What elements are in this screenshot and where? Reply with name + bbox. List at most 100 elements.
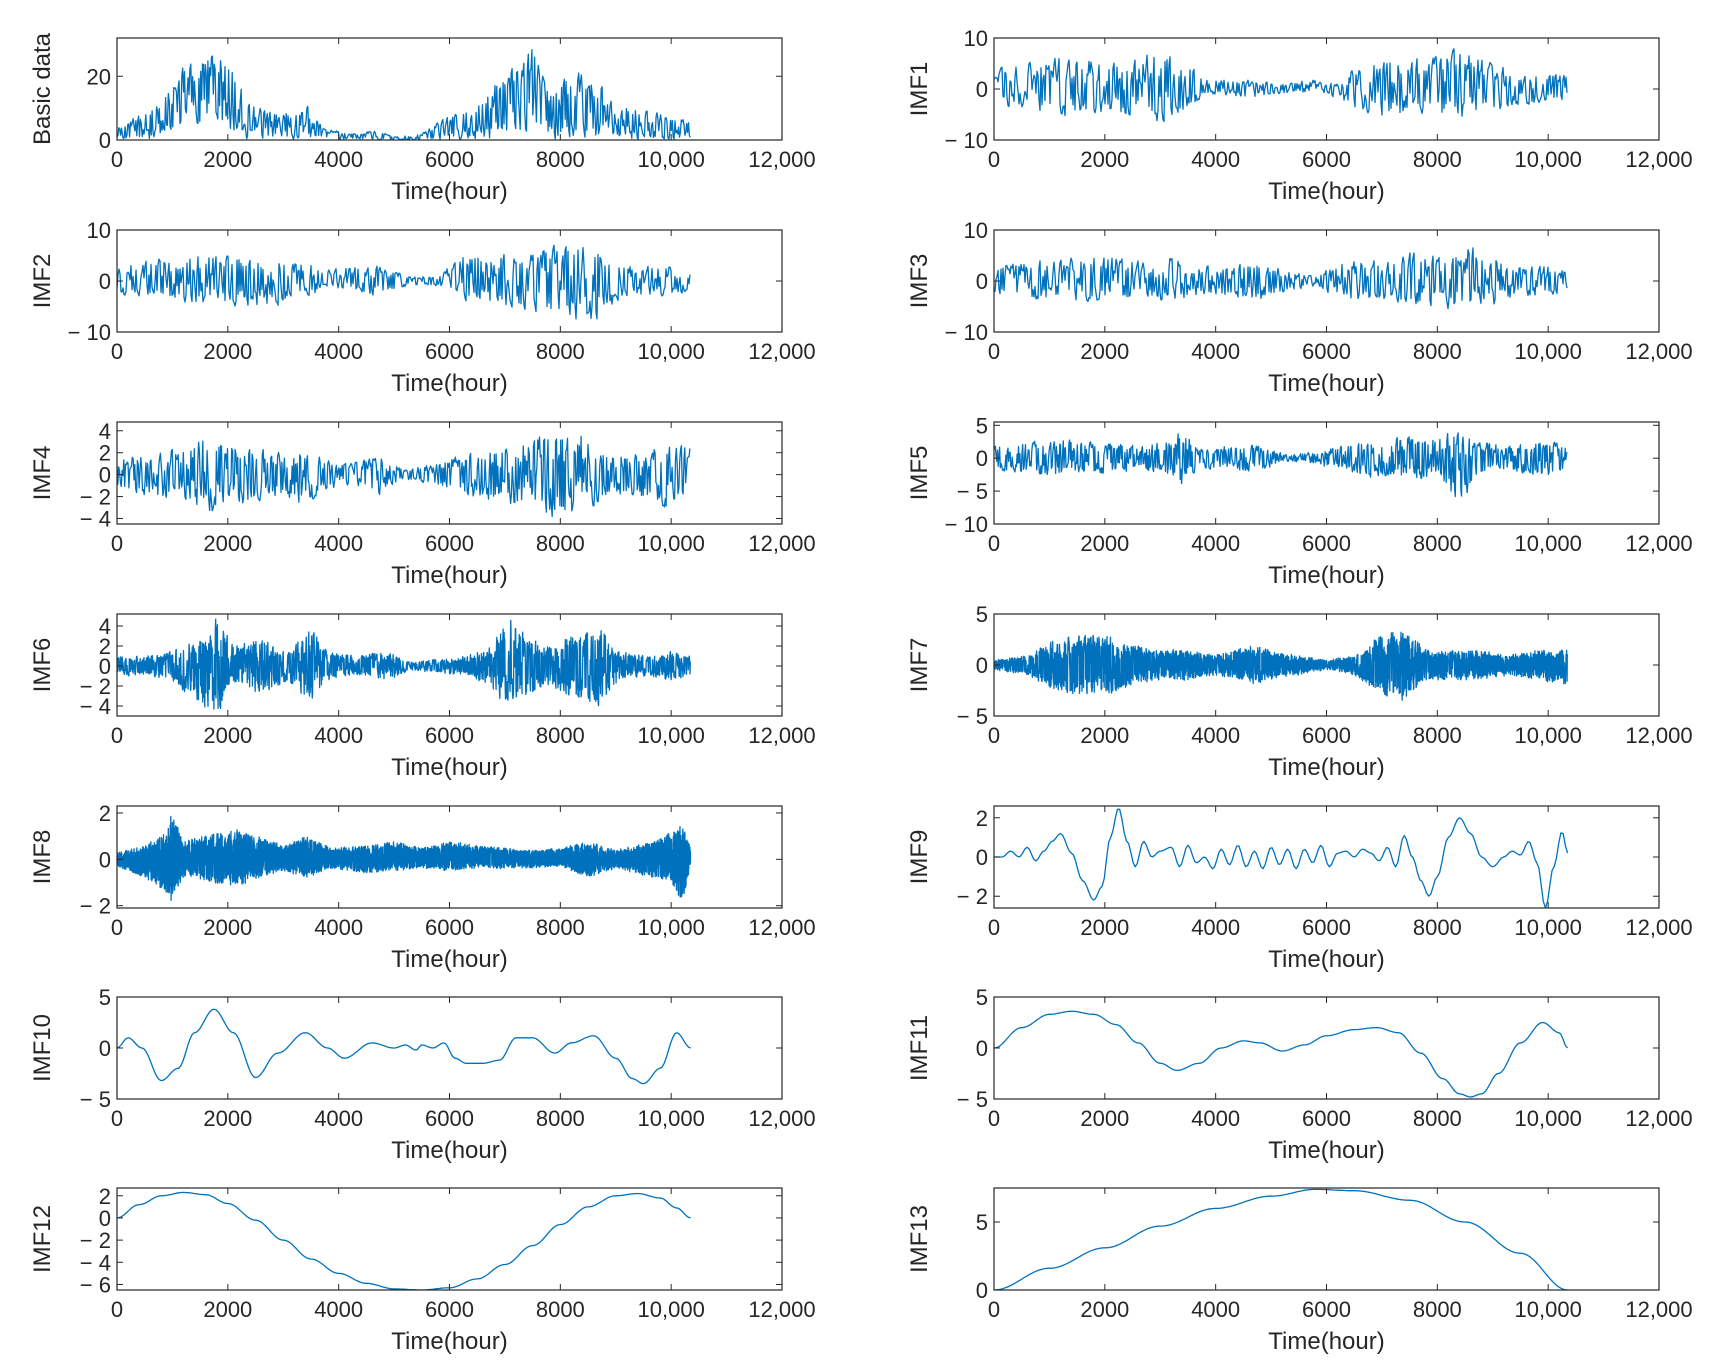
- series-line-imf2: [117, 244, 691, 320]
- x-tick-label: 2000: [203, 1297, 252, 1322]
- panel-imf10: 0 2000 4000 6000 8000 10,000 12,000− 505Time(h…: [29, 985, 816, 1164]
- plot-frame: [116, 996, 783, 1100]
- x-tick-label: 6000: [1302, 147, 1351, 172]
- x-tick-label: 10,000: [638, 723, 705, 748]
- x-tick-label: 0: [988, 723, 1000, 748]
- y-axis-label: IMF1: [906, 62, 933, 117]
- panel-imf4: 0 2000 4000 6000 8000 10,000 12,000− 4− 2024Ti…: [29, 419, 816, 589]
- x-axis-label: Time(hour): [391, 1328, 507, 1355]
- y-tick-label: 2: [99, 1184, 111, 1209]
- x-tick-label: 4000: [1191, 531, 1240, 556]
- x-tick-label: 6000: [1302, 339, 1351, 364]
- y-axis-label: IMF11: [906, 1015, 933, 1081]
- y-axis-label: IMF2: [29, 254, 56, 309]
- y-tick-label: 2: [99, 441, 111, 466]
- x-tick-label: 10,000: [1515, 147, 1582, 172]
- panel-imf9: 0 2000 4000 6000 8000 10,000 12,000− 202Time(h…: [906, 805, 1693, 973]
- y-tick-label: 0: [976, 269, 988, 294]
- y-tick-label: − 5: [80, 1087, 111, 1112]
- x-tick-label: 8000: [536, 147, 585, 172]
- y-tick-label: 10: [964, 26, 988, 51]
- y-tick-label: 5: [976, 602, 988, 627]
- x-tick-label: 4000: [1191, 339, 1240, 364]
- x-tick-label: 10,000: [1515, 915, 1582, 940]
- x-tick-label: 10,000: [638, 147, 705, 172]
- y-tick-label: 0: [976, 77, 988, 102]
- x-tick-label: 6000: [425, 1106, 474, 1131]
- x-axis-label: Time(hour): [391, 370, 507, 397]
- x-tick-label: 6000: [1302, 531, 1351, 556]
- x-tick-label: 10,000: [638, 915, 705, 940]
- y-tick-label: − 2: [80, 1228, 111, 1253]
- series-line-imf6: [117, 618, 691, 710]
- x-tick-label: 6000: [425, 723, 474, 748]
- y-tick-label: − 6: [80, 1272, 111, 1297]
- x-axis-label: Time(hour): [1268, 562, 1384, 589]
- series-line-imf11: [994, 1010, 1569, 1098]
- x-axis-label: Time(hour): [1268, 754, 1384, 781]
- x-tick-label: 12,000: [748, 1297, 815, 1322]
- x-tick-label: 4000: [1191, 147, 1240, 172]
- x-tick-label: 4000: [1191, 1106, 1240, 1131]
- panel-imf5: 0 2000 4000 6000 8000 10,000 12,000 − 10 − 5 0 5 Ti…: [906, 413, 1693, 589]
- x-tick-label: 6000: [1302, 915, 1351, 940]
- x-tick-label: 0: [111, 339, 123, 364]
- y-axis-label: IMF9: [906, 830, 933, 885]
- y-axis-label: IMF8: [29, 830, 56, 885]
- x-tick-label: 8000: [536, 531, 585, 556]
- x-axis-label: Time(hour): [1268, 1328, 1384, 1355]
- y-tick-label: 10: [87, 218, 111, 243]
- x-tick-label: 8000: [1413, 147, 1462, 172]
- x-tick-label: 10,000: [1515, 723, 1582, 748]
- y-tick-label: 4: [99, 614, 111, 639]
- y-tick-label: 2: [976, 806, 988, 831]
- y-tick-label: − 4: [80, 694, 111, 719]
- x-tick-label: 0: [988, 339, 1000, 364]
- x-tick-label: 4000: [314, 531, 363, 556]
- x-tick-label: 4000: [314, 147, 363, 172]
- y-tick-label: 5: [976, 413, 988, 438]
- x-tick-label: 2000: [1080, 1297, 1129, 1322]
- y-tick-label: − 4: [80, 507, 111, 532]
- y-tick-label: 0: [976, 1036, 988, 1061]
- x-tick-label: 2000: [203, 723, 252, 748]
- x-tick-label: 8000: [1413, 1297, 1462, 1322]
- x-tick-label: 6000: [1302, 1297, 1351, 1322]
- y-axis-label: IMF7: [906, 638, 933, 693]
- x-tick-label: 8000: [536, 915, 585, 940]
- x-tick-label: 8000: [1413, 531, 1462, 556]
- y-tick-label: − 2: [80, 894, 111, 919]
- x-tick-label: 12,000: [1625, 1297, 1692, 1322]
- x-tick-label: 0: [111, 531, 123, 556]
- y-axis-label: IMF12: [29, 1205, 56, 1273]
- panel-imf6: 0 2000 4000 6000 8000 10,000 12,000− 4− 2024Ti…: [29, 613, 816, 781]
- y-tick-label: 0: [99, 1206, 111, 1231]
- y-tick-label: − 5: [957, 1087, 988, 1112]
- x-tick-label: 0: [988, 531, 1000, 556]
- y-tick-label: 0: [976, 1278, 988, 1303]
- x-tick-label: 12,000: [1625, 339, 1692, 364]
- panel-imf11: 0 2000 4000 6000 8000 10,000 12,000− 505Time(h…: [906, 985, 1693, 1164]
- x-tick-label: 0: [111, 1106, 123, 1131]
- x-tick-label: 12,000: [1625, 531, 1692, 556]
- series-line-basic-data: [117, 49, 691, 140]
- x-tick-label: 4000: [1191, 723, 1240, 748]
- series-line-imf7: [994, 631, 1568, 701]
- x-axis-label: Time(hour): [1268, 178, 1384, 205]
- x-tick-label: 10,000: [1515, 1106, 1582, 1131]
- x-tick-label: 10,000: [638, 1297, 705, 1322]
- x-tick-label: 2000: [203, 531, 252, 556]
- x-tick-label: 12,000: [748, 531, 815, 556]
- x-tick-label: 2000: [203, 915, 252, 940]
- y-axis-label: IMF6: [29, 638, 56, 693]
- x-tick-label: 2000: [203, 1106, 252, 1131]
- panel-imf13: 0 2000 4000 6000 8000 10,000 12,000 0 5 Time(hour…: [906, 1187, 1693, 1355]
- series-line-imf12: [117, 1191, 691, 1290]
- y-axis-label: IMF5: [906, 446, 933, 501]
- panel-imf3: 0 2000 4000 6000 8000 10,000 12,000− 10010Time…: [906, 218, 1693, 397]
- x-tick-label: 0: [111, 915, 123, 940]
- y-tick-label: 2: [99, 634, 111, 659]
- series-line-imf5: [994, 432, 1568, 498]
- plot-frame: [116, 1187, 783, 1291]
